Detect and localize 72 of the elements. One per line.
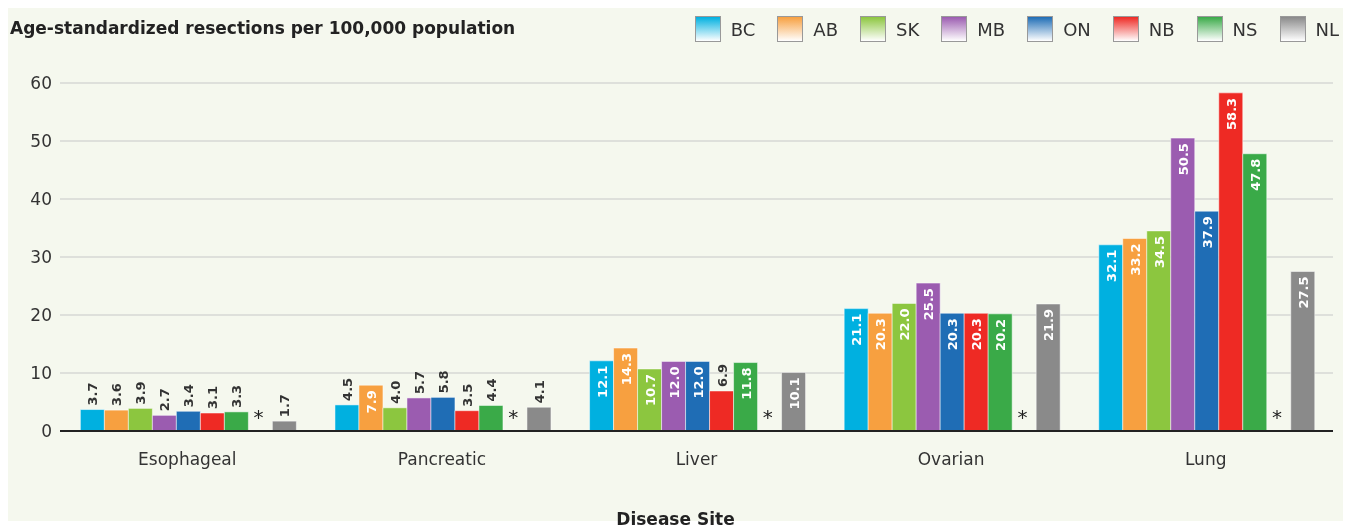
y-tick-label: 50 (30, 131, 52, 152)
y-axis-title: Age-standardized resections per 100,000 population (10, 18, 516, 38)
legend-label: BC (730, 18, 756, 40)
data-label: 37.9 (1199, 216, 1215, 249)
x-tick-label: Esophageal (138, 449, 237, 470)
x-tick-label: Liver (675, 449, 718, 470)
bar (526, 406, 552, 431)
data-label: 20.3 (945, 318, 961, 351)
data-label: 20.3 (969, 318, 985, 351)
data-label: 5.8 (435, 370, 451, 394)
text: * (508, 405, 519, 429)
y-tick-label: 30 (30, 247, 52, 268)
x-tick-label: Pancreatic (397, 449, 487, 470)
legend-label: NS (1232, 18, 1258, 40)
data-label: 3.4 (181, 384, 197, 408)
data-label: 34.5 (1151, 235, 1167, 268)
text: * (253, 405, 264, 429)
data-label: 1.7 (277, 394, 293, 418)
data-label: 47.8 (1247, 158, 1263, 191)
y-tick-label: 40 (30, 189, 52, 210)
data-label: 58.3 (1223, 97, 1239, 130)
text: * (762, 405, 773, 429)
data-label: 20.2 (993, 318, 1009, 351)
legend-label: SK (896, 18, 920, 40)
legend-label: AB (813, 18, 839, 40)
legend-label: MB (977, 18, 1006, 40)
x-axis-title: Disease Site (615, 509, 736, 529)
data-label: 21.1 (849, 313, 865, 346)
legend-label: NB (1148, 18, 1175, 40)
data-label: 6.9 (714, 363, 730, 387)
text: * (1271, 405, 1282, 429)
data-label: 4.1 (531, 380, 547, 404)
data-label: 3.9 (133, 381, 149, 405)
y-tick-label: 10 (30, 363, 52, 384)
data-label: 12.1 (594, 365, 610, 398)
data-label: 4.4 (483, 378, 499, 402)
data-label: 10.7 (642, 373, 658, 407)
data-label: 11.8 (738, 367, 754, 400)
x-tick-label: Ovarian (917, 449, 985, 470)
data-label: 7.9 (363, 390, 379, 414)
data-label: 3.6 (109, 383, 125, 407)
data-label: 5.7 (411, 370, 427, 394)
data-label: 4.0 (387, 380, 403, 404)
bar (781, 372, 806, 431)
data-label: 2.7 (157, 388, 173, 412)
legend-label: NL (1315, 18, 1339, 40)
data-label: 14.3 (618, 353, 634, 386)
bar (272, 420, 297, 431)
data-label: 3.1 (205, 385, 221, 410)
y-tick-label: 0 (41, 421, 52, 442)
data-label: 33.2 (1127, 243, 1143, 276)
data-label: 10.1 (786, 377, 802, 410)
data-label: 3.3 (229, 384, 245, 408)
data-label: 4.5 (339, 377, 355, 401)
data-label: 12.0 (666, 366, 682, 399)
legend-label: ON (1063, 18, 1091, 40)
bar (1290, 271, 1316, 431)
data-label: 3.5 (459, 383, 475, 407)
data-label: 12.0 (690, 366, 706, 399)
x-tick-label: Lung (1184, 449, 1227, 470)
data-label: 3.7 (85, 382, 101, 406)
data-label: 25.5 (921, 288, 937, 321)
data-label: 21.9 (1041, 308, 1057, 342)
data-label: 32.1 (1103, 249, 1119, 282)
data-label: 50.5 (1175, 143, 1191, 176)
bar (1035, 303, 1061, 431)
y-tick-label: 60 (30, 73, 52, 94)
data-label: 20.3 (873, 318, 889, 351)
y-tick-label: 20 (30, 305, 52, 326)
text: * (1017, 405, 1028, 429)
data-label: 22.0 (897, 308, 913, 341)
data-label: 27.5 (1295, 276, 1311, 309)
